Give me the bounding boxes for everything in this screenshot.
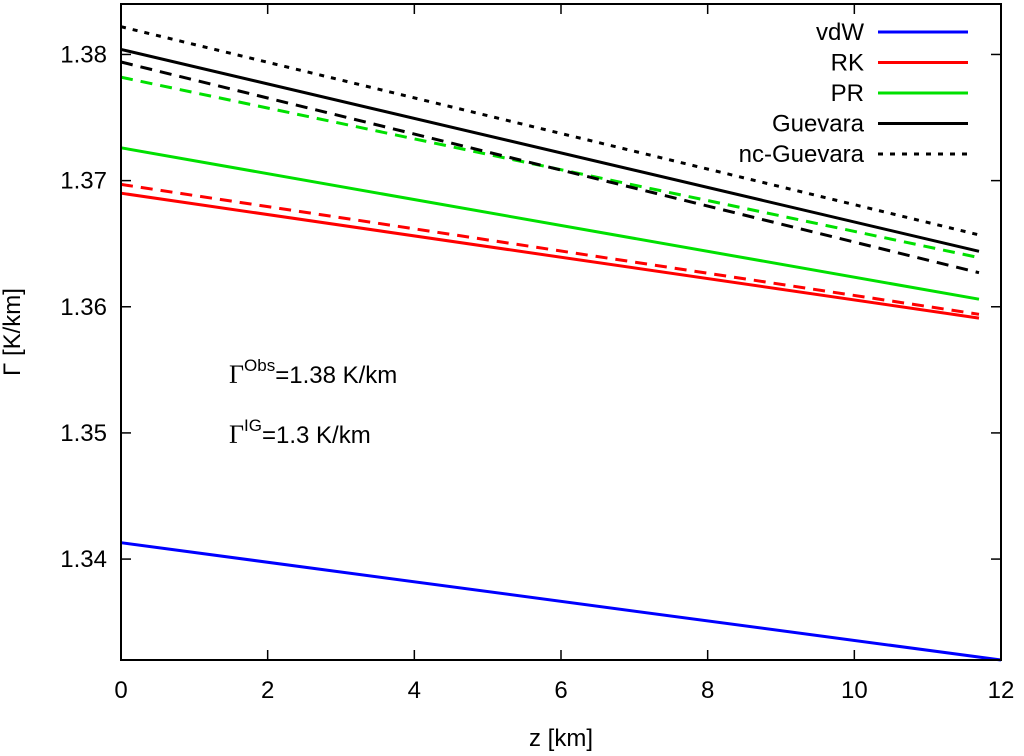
y-tick-label: 1.38 bbox=[60, 41, 107, 68]
y-axis-title: Γ [K/km] bbox=[0, 288, 26, 376]
legend: vdW RK PR Guevara nc-Guevara bbox=[739, 19, 968, 168]
legend-label: vdW bbox=[816, 19, 864, 46]
series-layer bbox=[120, 25, 1002, 662]
series-line-dashed-0 bbox=[120, 182, 980, 316]
series-line-pr bbox=[120, 146, 980, 301]
series-line-rk bbox=[120, 191, 980, 320]
x-axis-title: z [km] bbox=[529, 725, 593, 752]
y-tick-label: 1.37 bbox=[60, 168, 107, 195]
x-tick-label: 4 bbox=[408, 677, 421, 704]
series-line-dashed-1 bbox=[120, 75, 980, 260]
y-tick-label: 1.36 bbox=[60, 294, 107, 321]
x-tick-label: 2 bbox=[261, 677, 274, 704]
y-tick-label: 1.35 bbox=[60, 420, 107, 447]
annotation-text: ΓObs=1.38 K/km bbox=[229, 356, 397, 389]
series-line-dashed-2 bbox=[120, 60, 980, 275]
legend-label: Guevara bbox=[772, 111, 865, 138]
legend-label: PR bbox=[831, 80, 864, 107]
x-tick-label: 6 bbox=[554, 677, 567, 704]
legend-label: RK bbox=[831, 50, 864, 77]
annotation-text: ΓIG=1.3 K/km bbox=[229, 416, 371, 449]
legend-label: nc-Guevara bbox=[739, 141, 865, 168]
y-tick-label: 1.34 bbox=[60, 546, 107, 573]
annotations: ΓObs=1.38 K/km ΓIG=1.3 K/km bbox=[229, 356, 397, 449]
x-tick-label: 8 bbox=[701, 677, 714, 704]
series-line-guevara bbox=[120, 47, 980, 253]
x-tick-label: 12 bbox=[988, 677, 1015, 704]
axis-ticks: 0 2 4 6 8 10 12 1.34 1.35 1.36 1.37 1.38 bbox=[60, 4, 1014, 704]
series-line-nc-guevara bbox=[120, 25, 980, 237]
x-tick-label: 10 bbox=[841, 677, 868, 704]
x-tick-label: 0 bbox=[114, 677, 127, 704]
series-line-vdw bbox=[120, 541, 1002, 662]
